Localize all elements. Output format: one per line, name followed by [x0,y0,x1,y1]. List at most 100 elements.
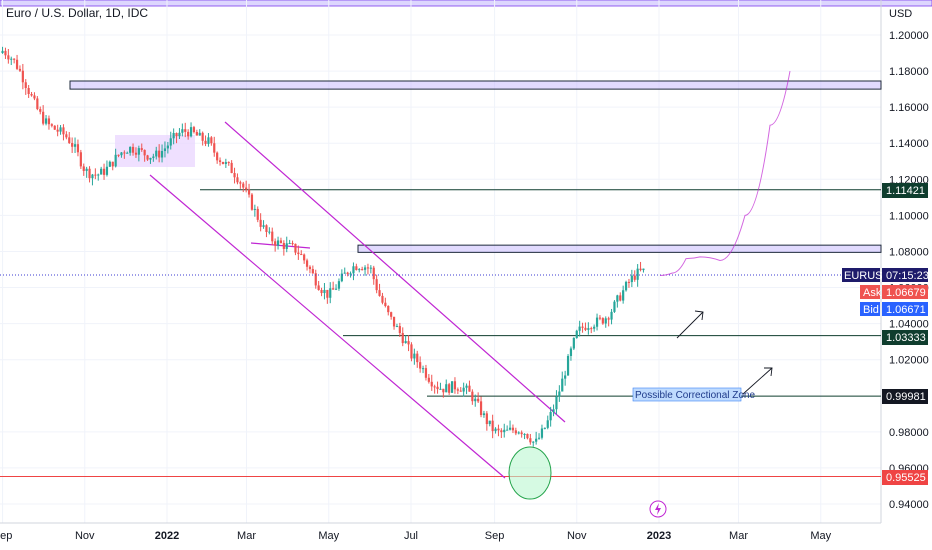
candle-body [288,243,291,245]
x-tick-label: May [810,530,831,542]
candle-body [456,389,459,391]
candle-body [445,384,448,393]
x-tick-label: Jul [404,530,418,542]
candle-body [97,174,100,176]
candle-body [477,398,480,402]
candle-body [511,427,515,431]
candle-body [416,353,419,363]
candle-body [100,168,103,175]
candle-body [450,381,454,393]
candle-body [27,88,30,94]
candle-body [169,138,172,146]
candle-body [413,353,416,359]
time-axis[interactable]: Sep Nov 2022 Mar May Jul Sep Nov 2023 Mar May [0,530,832,542]
candle-body [392,316,396,327]
candle-body [346,272,349,275]
candle-body [140,148,143,150]
x-tick-label: 2023 [647,530,671,542]
candle-body [540,428,544,438]
svg-text:07:15:23: 07:15:23 [886,270,929,282]
y-tick-label: 1.14000 [889,138,929,150]
arrow-up-1 [676,310,704,339]
candle-body [361,269,364,271]
low-circle [508,446,552,500]
candle-body [201,132,204,141]
candle-body [381,295,384,303]
candle-body [65,134,68,138]
candle-body [291,243,294,245]
candle-body [137,148,140,155]
candle-body [71,143,74,147]
symbol-tag: EURUSD 07:15:23 [842,268,929,282]
candle-body [366,267,370,269]
candle-body [514,430,517,434]
candle-body [439,388,442,390]
candle-body [120,152,123,156]
candle-body [627,281,631,283]
candle-body [520,432,523,435]
candle-body [279,240,283,243]
candle-body [384,302,387,306]
level-lines [0,189,881,477]
descending-channel [149,121,566,479]
y-tick-label: 0.94000 [889,499,929,511]
candle-body [149,157,152,160]
candle-body [488,420,491,425]
candle-body [53,125,56,130]
candle-body [421,368,425,370]
candle-body [178,132,181,137]
lightning-icon[interactable] [649,500,667,518]
candle-body [639,268,642,271]
candle-body [395,326,399,328]
x-tick-label: Mar [237,530,256,542]
candle-body [549,412,552,421]
y-tick-label: 1.18000 [889,66,929,78]
arrow-up-2 [742,367,773,395]
candle-body [187,131,190,137]
candle-body [436,386,439,390]
candle-body [13,58,16,60]
y-tick-label: 1.08000 [889,246,929,258]
correctional-zone-note: Possible Correctional Zone [635,390,755,401]
candle-body [230,162,233,174]
candle-body [192,127,196,133]
candle-body [300,254,303,256]
candle-body [36,98,39,110]
candle-body [123,152,126,154]
candle-body [616,295,619,302]
candle-body [479,401,483,416]
candle-body [129,146,132,153]
candle-body [598,317,602,319]
candle-body [62,127,65,135]
candle-body [500,430,503,433]
svg-text:0.95525: 0.95525 [886,472,926,484]
candle-body [506,429,509,431]
candle-body [268,231,271,233]
consolidation-zone [115,135,195,167]
projection-curve [659,70,791,276]
top-band [0,0,932,7]
y-tick-label: 0.98000 [889,427,929,439]
candle-body [442,388,445,393]
candle-body [337,281,341,289]
candle-body [85,168,88,171]
candle-body [172,132,175,139]
candle-body [390,312,393,317]
candle-body [256,208,259,220]
resistance-zone [357,244,882,253]
candle-body [407,341,410,345]
candle-body [349,273,352,275]
candle-body [152,156,155,158]
candle-body [526,433,529,439]
svg-text:1.06671: 1.06671 [886,304,926,316]
ask-tag: Ask 1.06679 [860,285,928,299]
svg-text:1.03333: 1.03333 [886,332,926,344]
candle-body [459,390,462,392]
candle-body [239,182,242,184]
candle-body [546,420,549,428]
candle-body [595,317,599,327]
candle-body [117,154,120,156]
candle-body [44,118,48,124]
price-axis[interactable]: 1.200001.180001.160001.140001.120001.100… [889,30,929,511]
